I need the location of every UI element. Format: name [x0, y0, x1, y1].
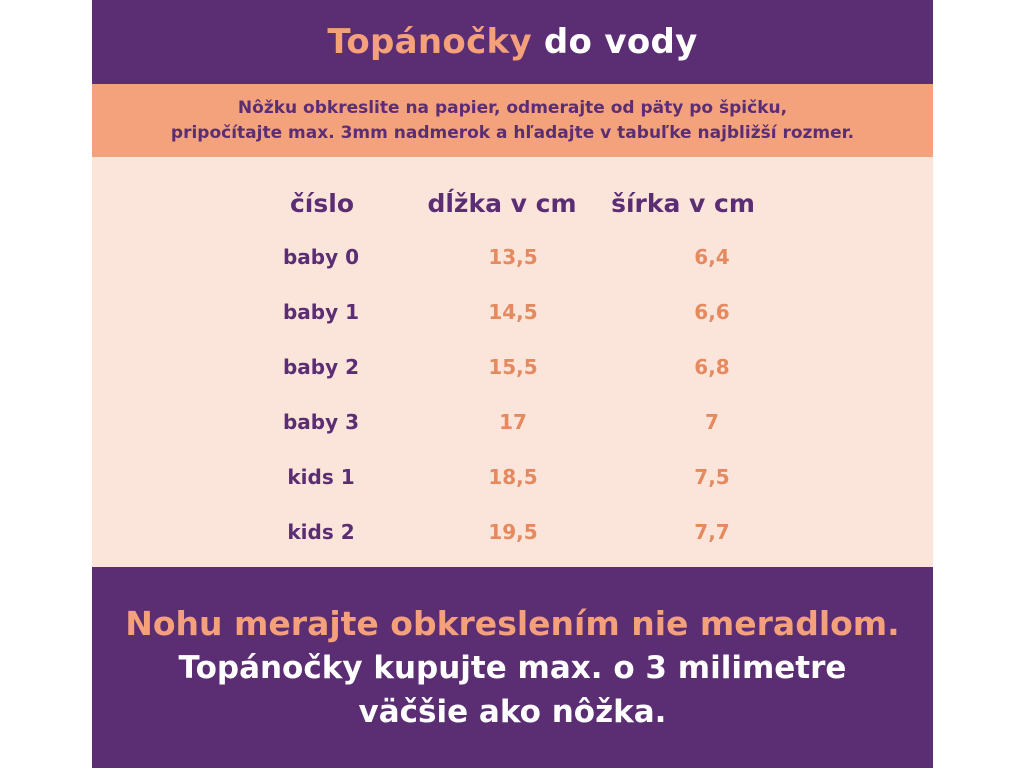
instruction-line-1: Nôžku obkreslite na papier, odmerajte od…: [237, 97, 788, 118]
header-length: dĺžka v cm: [427, 189, 577, 218]
row-2-width: 6,8: [694, 355, 730, 379]
title-bar: Topánočky do vody: [92, 0, 933, 84]
row-3-size: baby 3: [282, 410, 360, 434]
row-4-width: 7,5: [694, 465, 730, 489]
row-5-width: 7,7: [694, 520, 730, 544]
row-1-width: 6,6: [694, 300, 730, 324]
row-0-width: 6,4: [694, 245, 730, 269]
row-5-length: 19,5: [488, 520, 538, 544]
row-0-size: baby 0: [282, 245, 360, 269]
row-2-size: baby 2: [282, 355, 360, 379]
row-4-length: 18,5: [488, 465, 538, 489]
header-width: šírka v cm: [611, 189, 755, 218]
row-5-size: kids 2: [287, 520, 355, 544]
row-3-length: 17: [499, 410, 527, 434]
row-3-width: 7: [705, 410, 719, 434]
instruction-line-2: pripočítajte max. 3mm nadmerok a hľadajt…: [170, 122, 855, 143]
row-0-length: 13,5: [488, 245, 538, 269]
title-accent: Topánočky: [327, 22, 532, 62]
footer-line-2: Topánočky kupujte max. o 3 milimetre: [178, 649, 847, 686]
row-1-size: baby 1: [282, 300, 360, 324]
instruction-bar: Nôžku obkreslite na papier, odmerajte od…: [92, 84, 933, 157]
row-2-length: 15,5: [488, 355, 538, 379]
title-rest: do vody: [543, 22, 698, 62]
footer-line-1: Nohu merajte obkreslením nie meradlom.: [125, 603, 900, 643]
row-1-length: 14,5: [488, 300, 538, 324]
header-size: číslo: [289, 189, 355, 218]
footer-line-3: väčšie ako nôžka.: [358, 693, 667, 730]
size-chart-card: Topánočky do vody Nôžku obkreslite na pa…: [92, 0, 933, 768]
footer-notice: Nohu merajte obkreslením nie meradlom. T…: [92, 567, 933, 768]
size-table: číslo dĺžka v cm šírka v cm baby 0 13,5 …: [92, 157, 933, 567]
row-4-size: kids 1: [287, 465, 355, 489]
